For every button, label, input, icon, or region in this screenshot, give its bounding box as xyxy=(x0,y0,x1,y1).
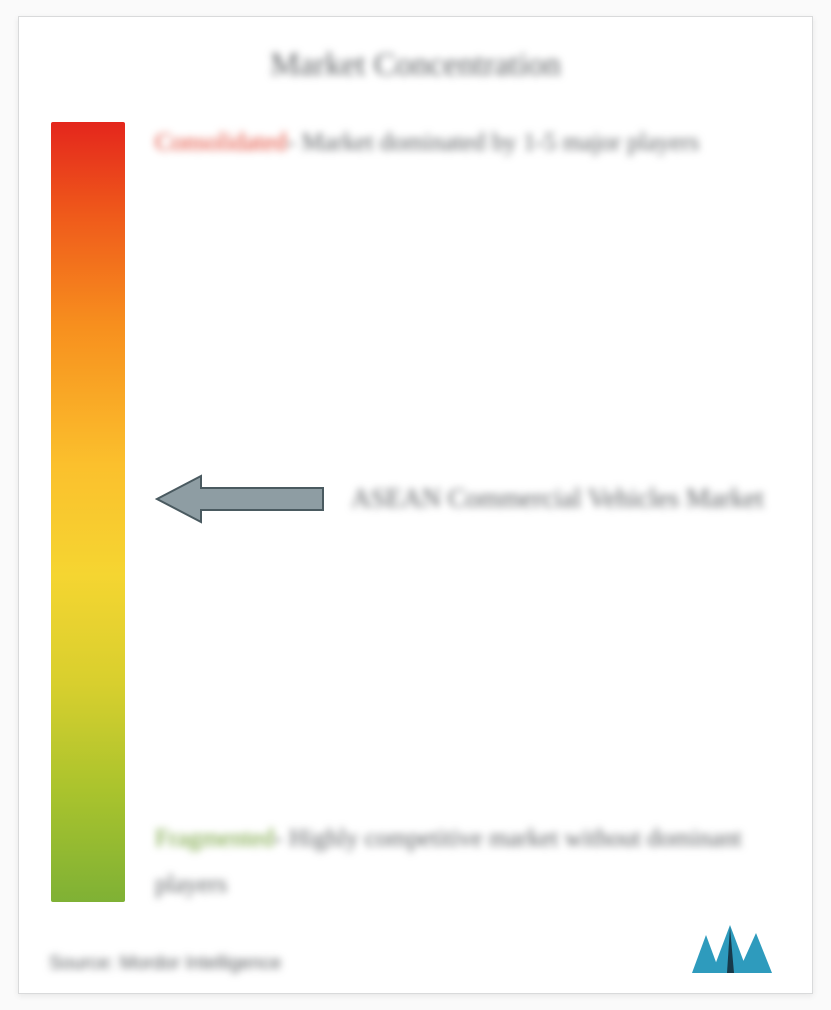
source-text: Source: Mordor Intelligence xyxy=(49,953,281,975)
footer-row: Source: Mordor Intelligence xyxy=(49,923,782,975)
chart-title: Market Concentration xyxy=(49,47,782,84)
infographic-card: Market Concentration Consolidated- Marke… xyxy=(18,16,813,994)
concentration-gradient-bar xyxy=(51,122,125,902)
pointer-arrow xyxy=(155,470,325,528)
arrow-polygon xyxy=(157,476,323,522)
body-row: Consolidated- Market dominated by 1-5 ma… xyxy=(49,118,782,908)
consolidated-desc: - Market dominated by 1-5 major players xyxy=(287,129,699,156)
market-pointer-block: ASEAN Commercial Vehicles Market xyxy=(155,470,778,528)
consolidated-block: Consolidated- Market dominated by 1-5 ma… xyxy=(155,120,778,166)
consolidated-label: Consolidated xyxy=(155,129,287,156)
arrow-left-icon xyxy=(155,470,325,528)
market-name: ASEAN Commercial Vehicles Market xyxy=(325,478,778,520)
fragmented-label: Fragmented xyxy=(155,825,274,852)
text-column: Consolidated- Market dominated by 1-5 ma… xyxy=(137,118,782,908)
scale-column xyxy=(49,118,137,908)
brand-logo xyxy=(690,923,782,975)
mordor-logo-icon xyxy=(690,923,782,975)
fragmented-block: Fragmented- Highly competitive market wi… xyxy=(155,816,778,909)
